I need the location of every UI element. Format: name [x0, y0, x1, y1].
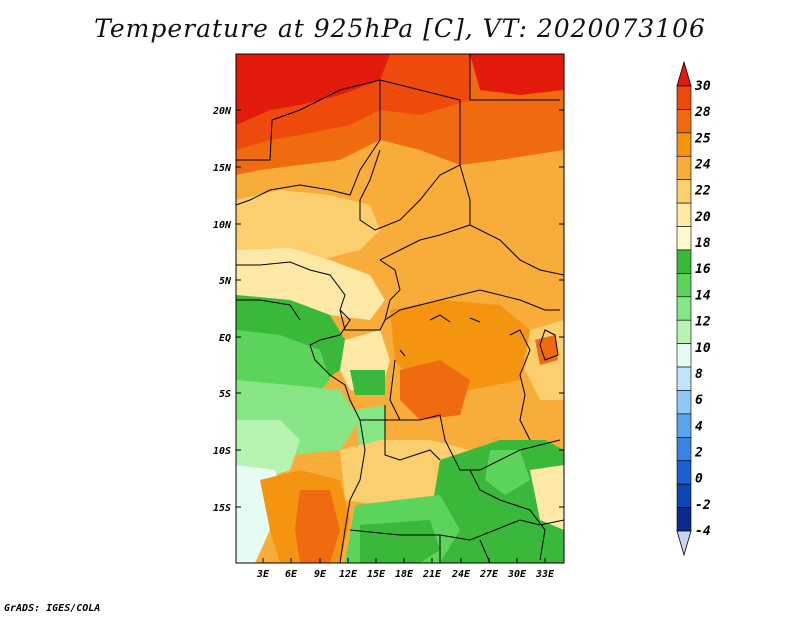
axis-ticks	[236, 109, 564, 563]
lon-label: 27E	[479, 569, 499, 580]
colorbar-segment	[676, 507, 692, 532]
colorbar-label: 4	[695, 419, 703, 434]
lat-label: 15N	[213, 163, 232, 174]
colorbar-label: 6	[695, 393, 703, 408]
map-frame	[235, 53, 565, 564]
lon-label: 12E	[339, 569, 358, 580]
colorbar-label: 28	[694, 105, 711, 120]
grads-credit: GrADS: IGES/COLA	[4, 603, 101, 614]
colorbar-segment	[676, 437, 692, 462]
colorbar-top-arrow	[676, 60, 692, 87]
colorbar-label: 25	[694, 131, 711, 146]
lat-label: 10N	[213, 220, 232, 231]
colorbar-label: 16	[695, 262, 711, 277]
colorbar-label: 12	[695, 315, 711, 330]
colorbar-label: 18	[695, 236, 711, 251]
lon-label: 21E	[422, 569, 442, 580]
colorbar-label: 30	[694, 79, 711, 94]
colorbar-segment	[676, 366, 692, 391]
lat-label: 5N	[219, 276, 232, 287]
colorbar-segment	[676, 319, 692, 344]
colorbar-label: 22	[694, 184, 711, 199]
colorbar-segment	[676, 460, 692, 485]
colorbar-bottom-arrow	[676, 530, 692, 557]
colorbar-label: 2	[694, 445, 703, 460]
colorbar-label: 24	[694, 158, 711, 173]
colorbar-segment	[676, 226, 692, 251]
colorbar-segment	[676, 413, 692, 438]
lon-label: 24E	[451, 569, 471, 580]
colorbar-segment	[676, 132, 692, 157]
colorbar-segment	[676, 109, 692, 134]
colorbar-segment	[676, 343, 692, 368]
lon-label: 15E	[367, 569, 386, 580]
longitude-labels: 3E 6E 9E 12E 15E 18E 21E 24E 27E 30E 33E	[256, 569, 555, 580]
colorbar-segment	[676, 179, 692, 204]
colorbar-segment	[676, 273, 692, 298]
map-title: Temperature at 925hPa [C], VT: 202007310…	[94, 14, 706, 43]
colorbar-segment	[676, 155, 692, 180]
colorbar-label: -4	[695, 524, 711, 539]
lon-label: 18E	[395, 569, 414, 580]
latitude-labels: 20N 15N 10N 5N EQ 5S 10S 15S	[212, 106, 232, 514]
colorbar-segment	[676, 202, 692, 227]
lon-label: 9E	[314, 569, 327, 580]
lat-label: 5S	[219, 389, 231, 400]
colorbar-label: -2	[695, 498, 711, 513]
temperature-field	[236, 54, 564, 563]
colorbar-label: 0	[695, 472, 703, 487]
colorbar-segment	[676, 85, 692, 110]
lon-label: 30E	[507, 569, 527, 580]
lon-label: 6E	[285, 569, 298, 580]
colorbar-label: 14	[695, 288, 711, 303]
country-borders	[236, 54, 564, 563]
colorbar-label: 10	[695, 341, 711, 356]
lon-label: 33E	[535, 569, 555, 580]
colorbar-segment	[676, 390, 692, 415]
lat-label: 10S	[213, 446, 231, 457]
lon-label: 3E	[256, 569, 270, 580]
colorbar-segment	[676, 483, 692, 508]
colorbar-label: 8	[695, 367, 703, 382]
colorbar-segment	[676, 249, 692, 274]
colorbar-label: 20	[694, 210, 711, 225]
lat-label: EQ	[219, 333, 231, 344]
lat-label: 15S	[213, 503, 231, 514]
colorbar-segment	[676, 296, 692, 321]
lat-label: 20N	[212, 106, 232, 117]
